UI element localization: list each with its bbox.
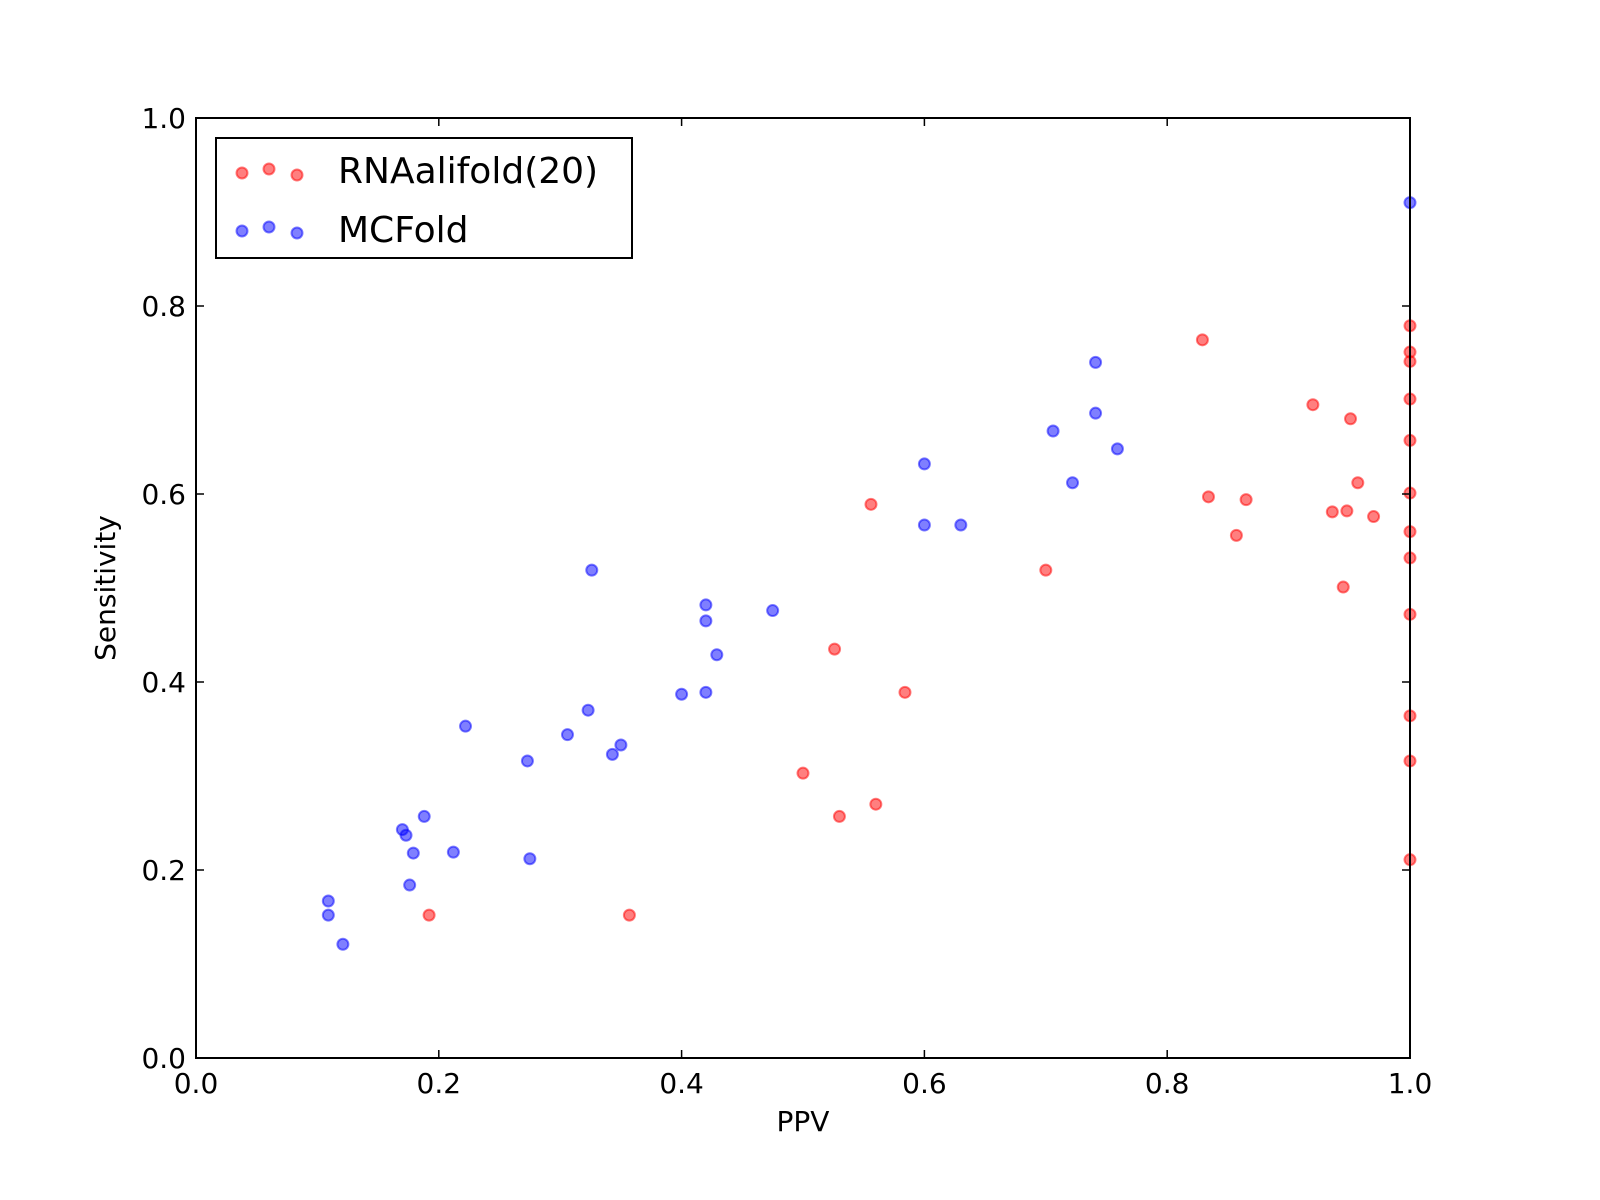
legend-marker-rnaalifold [290, 168, 304, 182]
point-mcfold [699, 598, 713, 612]
point-rnaalifold [828, 642, 842, 656]
point-rnaalifold [422, 908, 436, 922]
point-mcfold [523, 852, 537, 866]
point-rnaalifold [1229, 528, 1243, 542]
legend-marker-rnaalifold [262, 162, 276, 176]
point-rnaalifold [1239, 493, 1253, 507]
point-rnaalifold [1306, 398, 1320, 412]
point-rnaalifold [1039, 563, 1053, 577]
point-mcfold [1046, 424, 1060, 438]
point-rnaalifold [1367, 510, 1381, 524]
y-tick-label: 0.8 [141, 290, 186, 323]
legend-label-mcfold: MCFold [338, 210, 469, 251]
legend-marker-mcfold [290, 226, 304, 240]
point-mcfold [406, 846, 420, 860]
point-rnaalifold [1344, 412, 1358, 426]
point-mcfold [399, 828, 413, 842]
point-rnaalifold [796, 766, 810, 780]
y-tick-label: 0.2 [141, 854, 186, 887]
point-rnaalifold [1195, 333, 1209, 347]
y-tick-label: 0.0 [141, 1042, 186, 1075]
point-mcfold [417, 809, 431, 823]
legend: RNAalifold(20) MCFold [215, 137, 633, 259]
point-rnaalifold [869, 797, 883, 811]
axis-ticks: 0.0 0.2 0.4 0.6 0.8 1.0 0.0 0.2 0.4 0.6 0.8 1.0 [141, 102, 1432, 1100]
point-mcfold [321, 908, 335, 922]
point-mcfold [560, 728, 574, 742]
point-mcfold [446, 845, 460, 859]
y-tick-label: 1.0 [141, 102, 186, 135]
point-mcfold [585, 563, 599, 577]
plot-frame [195, 117, 1411, 1059]
point-mcfold [614, 738, 628, 752]
point-mcfold [321, 894, 335, 908]
x-axis-label: PPV [777, 1105, 830, 1138]
x-tick-label: 0.0 [174, 1067, 219, 1100]
y-axis-label: Sensitivity [89, 515, 122, 661]
point-mcfold [1066, 476, 1080, 490]
point-rnaalifold [1325, 505, 1339, 519]
point-rnaalifold [622, 908, 636, 922]
point-rnaalifold [1351, 476, 1365, 490]
point-rnaalifold [832, 809, 846, 823]
point-rnaalifold [1201, 490, 1215, 504]
point-rnaalifold [1340, 504, 1354, 518]
point-mcfold [766, 604, 780, 618]
point-mcfold [459, 719, 473, 733]
point-mcfold [699, 685, 713, 699]
point-rnaalifold [898, 685, 912, 699]
point-mcfold [520, 754, 534, 768]
point-mcfold [1089, 406, 1103, 420]
x-tick-label: 1.0 [1388, 1067, 1433, 1100]
point-mcfold [954, 518, 968, 532]
x-tick-label: 0.6 [902, 1067, 947, 1100]
point-mcfold [675, 687, 689, 701]
legend-box [215, 137, 633, 259]
point-mcfold [605, 747, 619, 761]
point-mcfold [710, 648, 724, 662]
x-tick-label: 0.4 [659, 1067, 704, 1100]
point-rnaalifold [1336, 580, 1350, 594]
y-tick-label: 0.4 [141, 666, 186, 699]
point-mcfold [917, 518, 931, 532]
point-mcfold [1089, 355, 1103, 369]
legend-marker-mcfold [262, 220, 276, 234]
y-tick-label: 0.6 [141, 478, 186, 511]
x-tick-label: 0.8 [1145, 1067, 1190, 1100]
legend-marker-rnaalifold [235, 166, 249, 180]
point-mcfold [403, 878, 417, 892]
point-rnaalifold [864, 497, 878, 511]
data-points [321, 196, 1417, 951]
legend-marker-mcfold [235, 224, 249, 238]
legend-markers [235, 162, 304, 240]
point-mcfold [336, 937, 350, 951]
legend-label-rnaalifold: RNAalifold(20) [338, 151, 598, 192]
point-mcfold [1110, 442, 1124, 456]
x-tick-label: 0.2 [417, 1067, 462, 1100]
point-mcfold [699, 614, 713, 628]
point-mcfold [917, 457, 931, 471]
point-mcfold [581, 703, 595, 717]
